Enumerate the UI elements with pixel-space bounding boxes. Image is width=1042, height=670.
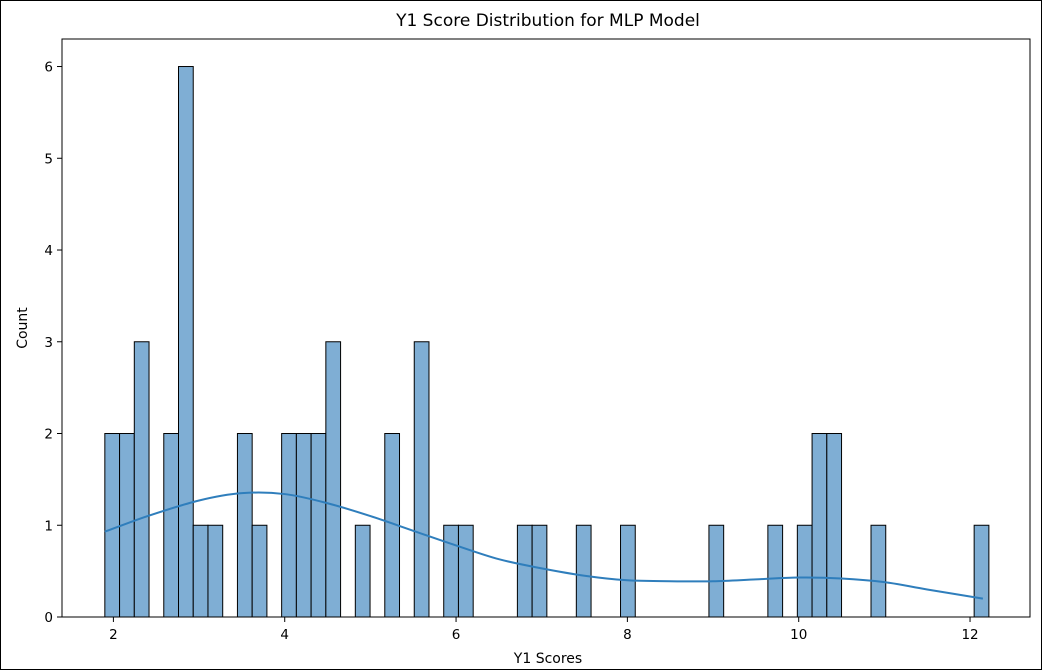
histogram-bar xyxy=(178,66,194,618)
y-tick-label: 2 xyxy=(44,427,53,443)
histogram-bar xyxy=(310,433,327,618)
y-axis: 0 1 2 3 4 5 6 xyxy=(44,60,62,626)
histogram-bar xyxy=(620,524,636,618)
chart-title: Y1 Score Distribution for MLP Model xyxy=(395,11,700,31)
histogram-bar xyxy=(163,433,180,618)
histogram-bar xyxy=(251,524,268,618)
kde-line xyxy=(104,491,984,600)
x-tick-label: 6 xyxy=(452,627,461,643)
histogram-bar xyxy=(767,524,784,618)
histogram-bar xyxy=(413,341,430,618)
histogram-bar xyxy=(973,524,990,618)
y-tick-label: 5 xyxy=(44,151,53,167)
x-tick-label: 2 xyxy=(109,627,118,643)
bars-group xyxy=(104,66,990,618)
y-tick-label: 4 xyxy=(44,243,53,259)
y-tick-label: 0 xyxy=(44,610,53,626)
histogram-bar xyxy=(236,433,253,618)
y-tick-label: 6 xyxy=(44,60,53,76)
histogram-bar xyxy=(281,433,297,618)
histogram-bar xyxy=(192,524,209,618)
histogram-bar xyxy=(811,433,828,618)
x-tick-label: 12 xyxy=(961,627,978,643)
x-tick-label: 8 xyxy=(623,627,632,643)
histogram-bar xyxy=(443,524,459,618)
histogram-bar xyxy=(708,524,725,618)
y-tick-label: 1 xyxy=(44,518,53,534)
histogram-bar xyxy=(354,524,371,618)
histogram-bar xyxy=(531,524,548,618)
histogram-bar xyxy=(575,524,592,618)
histogram-bar xyxy=(796,524,813,618)
histogram-bar xyxy=(516,524,533,618)
histogram-bar xyxy=(207,524,224,618)
x-axis: 2 4 6 8 10 12 xyxy=(109,617,979,643)
histogram-bar xyxy=(870,524,887,618)
plot-frame xyxy=(61,38,1031,618)
histogram-bar xyxy=(104,433,121,618)
x-tick-label: 4 xyxy=(280,627,289,643)
y-axis-label: Count xyxy=(15,307,31,349)
histogram-bar xyxy=(457,524,474,618)
histogram-bar xyxy=(826,433,843,618)
x-tick-label: 10 xyxy=(790,627,807,643)
histogram-bar xyxy=(295,433,312,618)
x-axis-label: Y1 Scores xyxy=(513,651,582,667)
y-tick-label: 3 xyxy=(44,335,53,351)
histogram-bar xyxy=(133,341,150,618)
histogram-bar xyxy=(325,341,342,618)
